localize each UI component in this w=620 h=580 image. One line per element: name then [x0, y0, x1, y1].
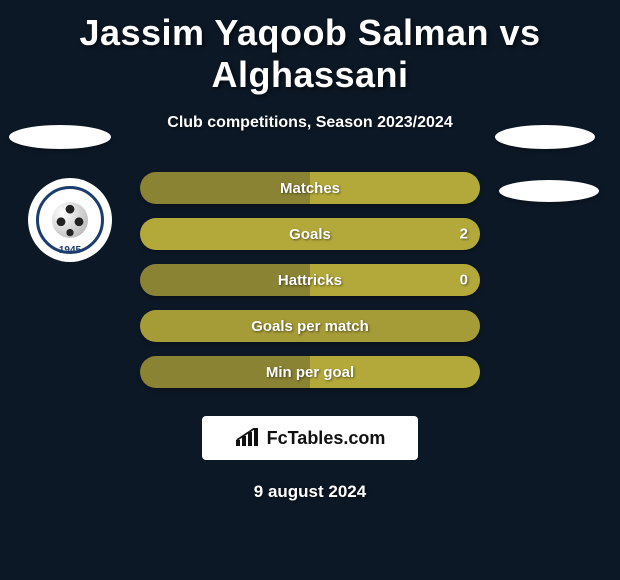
stat-bar: Goals2	[140, 218, 480, 250]
stat-row: Hattricks0	[140, 264, 480, 296]
bar-segment-right	[310, 172, 480, 204]
bar-segment-right	[310, 356, 480, 388]
stat-bar: Matches	[140, 172, 480, 204]
stat-bar: Goals per match	[140, 310, 480, 342]
stat-row: Matches	[140, 172, 480, 204]
club-year: 1945	[28, 245, 112, 256]
footer-brand-badge: FcTables.com	[202, 416, 418, 460]
footer-brand-text: FcTables.com	[267, 428, 386, 449]
stat-row: Min per goal	[140, 356, 480, 388]
bar-segment-right	[140, 218, 480, 250]
bar-segment-right	[310, 264, 480, 296]
page-date: 9 august 2024	[0, 482, 620, 502]
stat-bar: Min per goal	[140, 356, 480, 388]
bar-chart-icon	[235, 428, 261, 448]
decorative-ellipse	[495, 125, 595, 149]
stat-row: Goals2	[140, 218, 480, 250]
soccer-ball-icon	[52, 202, 88, 238]
bar-segment-left	[140, 264, 310, 296]
club-logo-inner	[36, 186, 104, 254]
bar-segment-full	[140, 310, 480, 342]
club-logo-left: 1945	[28, 178, 112, 262]
bar-segment-left	[140, 172, 310, 204]
comparison-bars: Matches Goals2 Hattricks0 Goals per match Mi…	[140, 172, 480, 388]
stat-row: Goals per match	[140, 310, 480, 342]
page-title: Jassim Yaqoob Salman vs Alghassani	[0, 0, 620, 96]
stat-bar: Hattricks0	[140, 264, 480, 296]
decorative-ellipse	[499, 180, 599, 202]
decorative-ellipse	[9, 125, 111, 149]
bar-segment-left	[140, 356, 310, 388]
